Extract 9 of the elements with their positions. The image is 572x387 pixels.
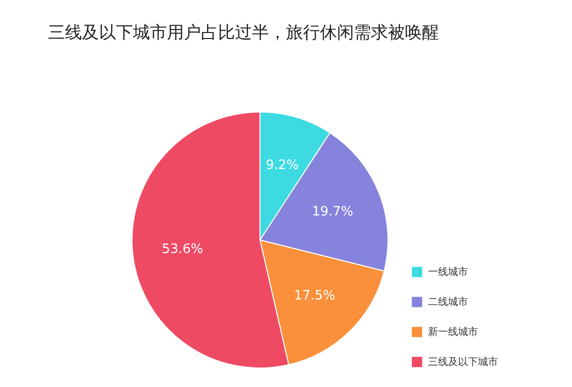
data-label: 53.6% <box>162 242 204 257</box>
data-label: 9.2% <box>266 158 299 174</box>
chart-title: 三线及以下城市用户占比过半，旅行休闲需求被唤醒 <box>48 23 439 43</box>
data-label: 17.5% <box>294 288 336 304</box>
legend-label: 三线及以下城市 <box>428 356 498 368</box>
legend-label: 二线城市 <box>428 296 468 308</box>
legend-label: 新一线城市 <box>428 326 478 338</box>
legend-label: 一线城市 <box>428 266 468 278</box>
data-label: 19.7% <box>312 204 354 220</box>
